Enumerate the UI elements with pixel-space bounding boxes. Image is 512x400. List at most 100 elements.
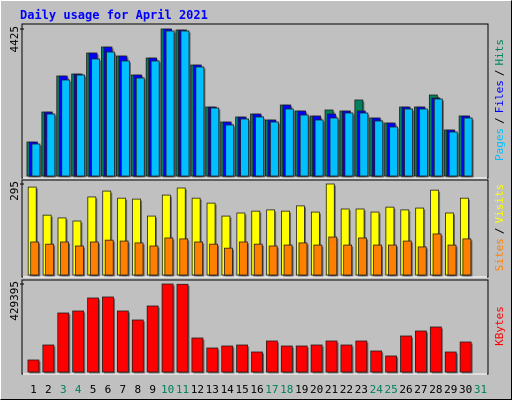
bar <box>195 66 205 177</box>
bar <box>344 112 354 177</box>
x-tick-label: 5 <box>90 383 97 396</box>
bar <box>165 30 175 177</box>
bar <box>280 345 293 373</box>
bar <box>191 337 204 373</box>
bar <box>135 77 145 177</box>
legend-entry: Pages <box>493 128 506 161</box>
bar <box>194 241 204 276</box>
bar <box>313 244 323 276</box>
bar <box>161 283 174 373</box>
bar <box>60 241 69 276</box>
x-tick-label: 15 <box>235 383 248 396</box>
bar <box>432 233 442 276</box>
bar <box>221 345 234 373</box>
x-tick-label: 23 <box>355 383 368 396</box>
y-tick-label: 295 <box>8 181 21 201</box>
bar <box>329 117 339 177</box>
bar <box>116 310 129 373</box>
bar <box>224 247 233 276</box>
bar <box>76 74 86 177</box>
bar <box>209 243 218 276</box>
bar <box>91 58 100 177</box>
bar <box>463 117 473 177</box>
bar <box>433 98 443 177</box>
x-tick-label: 20 <box>310 383 323 396</box>
x-tick-label: 17 <box>265 383 278 396</box>
legend: KBytes <box>493 306 506 346</box>
bar <box>27 359 40 373</box>
bar <box>419 108 428 177</box>
bar <box>45 243 55 276</box>
bar <box>225 124 235 177</box>
bar <box>402 240 412 276</box>
bar <box>164 237 174 276</box>
legend: Pages / Files / Hits <box>493 39 506 161</box>
x-tick-label: 31 <box>474 383 487 396</box>
bar <box>429 326 442 373</box>
bar <box>343 244 353 276</box>
bar <box>150 60 160 177</box>
x-tick-label: 14 <box>221 383 235 396</box>
bar <box>448 131 458 177</box>
bar <box>176 283 189 373</box>
bar <box>447 244 457 276</box>
bar <box>75 245 84 276</box>
legend-separator: / <box>493 228 506 235</box>
bar <box>46 113 56 177</box>
legend-entry: KBytes <box>493 306 506 346</box>
bar <box>299 114 309 177</box>
bar <box>104 239 114 276</box>
bar <box>57 312 70 373</box>
bar <box>444 351 457 373</box>
bar <box>102 296 114 373</box>
legend-entry: Visits <box>493 184 506 224</box>
x-tick-label: 11 <box>176 383 189 396</box>
bar <box>266 340 278 373</box>
x-tick-label: 28 <box>429 383 442 396</box>
bar <box>255 116 264 177</box>
bar <box>310 344 323 373</box>
bar <box>374 120 384 177</box>
bar <box>459 341 472 373</box>
bar <box>370 350 383 373</box>
bar <box>61 79 71 177</box>
x-tick-label: 12 <box>191 383 204 396</box>
x-tick-label: 19 <box>295 383 308 396</box>
chart-title: Daily usage for April 2021 <box>20 8 208 22</box>
bar <box>206 347 219 373</box>
bar <box>72 310 85 373</box>
x-tick-label: 26 <box>399 383 412 396</box>
x-tick-label: 1 <box>30 383 37 396</box>
bar <box>180 30 190 177</box>
x-tick-label: 24 <box>370 383 384 396</box>
bar <box>270 121 279 177</box>
x-tick-label: 8 <box>134 383 141 396</box>
x-tick-label: 18 <box>280 383 293 396</box>
bar <box>385 355 398 373</box>
x-tick-label: 30 <box>459 383 472 396</box>
bar <box>210 107 220 177</box>
bar <box>404 108 413 177</box>
x-tick-label: 29 <box>444 383 457 396</box>
bar <box>462 238 472 276</box>
bar <box>149 245 159 276</box>
x-tick-label: 21 <box>325 383 338 396</box>
x-tick-label: 6 <box>105 383 112 396</box>
legend-entry: Files <box>493 80 506 113</box>
bar <box>106 51 115 177</box>
bar <box>284 108 294 177</box>
bar <box>389 126 399 177</box>
y-tick-label: 4425 <box>8 26 21 53</box>
bar <box>417 246 427 276</box>
bar <box>387 244 397 276</box>
bar <box>358 237 367 276</box>
bar <box>400 335 412 373</box>
x-tick-label: 22 <box>340 383 353 396</box>
bar <box>89 241 99 276</box>
y-tick-label: 429395 <box>8 281 21 321</box>
bar <box>415 330 427 373</box>
x-tick-label: 9 <box>149 383 156 396</box>
legend-separator: / <box>493 117 506 124</box>
x-tick-label: 3 <box>60 383 67 396</box>
